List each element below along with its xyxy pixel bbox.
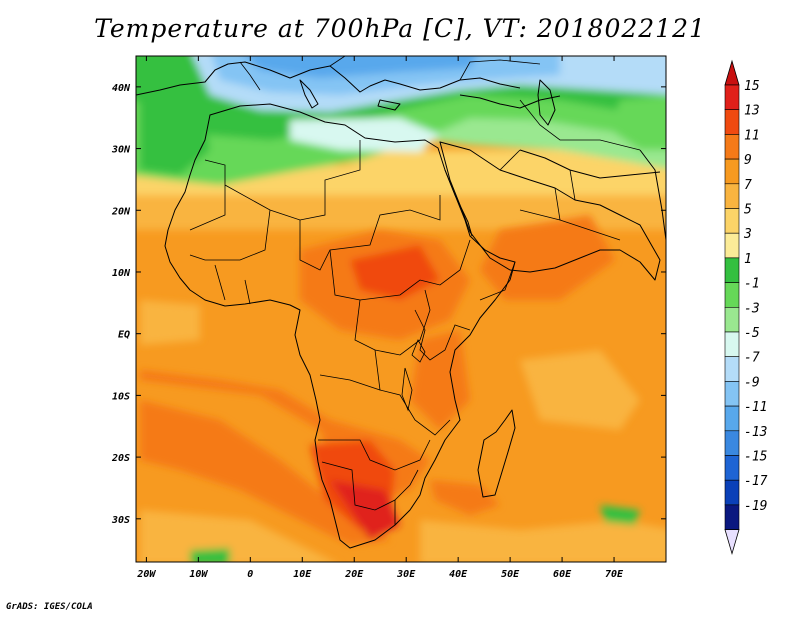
- lon-tick-label: 10E: [293, 569, 312, 580]
- colorbar-label: 11: [744, 128, 760, 143]
- colorbar-segment: [724, 158, 740, 185]
- colorbar-label: 7: [744, 178, 752, 193]
- colorbar-segment: [724, 479, 740, 506]
- colorbar-label: 9: [744, 153, 752, 168]
- colorbar-label: 5: [744, 203, 752, 218]
- lon-tick-label: 0: [247, 569, 253, 580]
- lon-tick-label: 30E: [396, 569, 416, 580]
- colorbar-segment: [724, 183, 740, 209]
- colorbar-label: -3: [744, 301, 760, 316]
- credit-label: GrADS: IGES/COLA: [6, 602, 93, 612]
- lat-tick-label: 40N: [112, 83, 131, 94]
- colorbar-label: 3: [743, 227, 752, 242]
- lat-tick-label: 10S: [112, 391, 130, 402]
- colorbar-label: -5: [744, 326, 760, 341]
- colorbar-bottom-arrow: [724, 529, 740, 556]
- colorbar-label: 15: [744, 79, 760, 94]
- colorbar-segment: [724, 430, 740, 456]
- colorbar-top-arrow: [724, 59, 740, 86]
- lat-tick-label: 20S: [111, 453, 130, 464]
- colorbar-segment: [724, 134, 740, 160]
- lon-tick-label: 60E: [553, 569, 572, 580]
- colorbar-label: -17: [744, 474, 768, 489]
- temperature-field: [136, 56, 666, 562]
- lat-tick-label: 10N: [112, 268, 131, 279]
- colorbar-segment: [724, 356, 740, 382]
- lon-tick-label: 40E: [449, 569, 468, 580]
- latitude-axis: 40N 30N 20N 10N EQ 10S 20S 30S: [111, 83, 666, 526]
- colorbar: 15 13 11 9 7 5 3 1 -1 -3 -5 -7 -9 -11 -13 -15 -17 -19: [724, 59, 768, 556]
- colorbar-label: -11: [744, 400, 767, 415]
- colorbar-segment: [724, 455, 740, 481]
- colorbar-label: -1: [744, 277, 760, 292]
- plot-frame: [135, 55, 667, 563]
- lat-tick-label: 30S: [111, 515, 130, 526]
- colorbar-segment: [724, 109, 740, 135]
- lon-tick-label: 50E: [501, 569, 520, 580]
- lon-tick-label: 20W: [136, 569, 156, 580]
- lon-tick-label: 10W: [189, 569, 208, 580]
- lon-tick-label: 70E: [605, 569, 624, 580]
- colorbar-label: 13: [744, 104, 760, 119]
- colorbar-segment: [724, 504, 740, 530]
- colorbar-label: -7: [744, 351, 760, 366]
- longitude-axis: 20W 10W 0 10E 20E 30E 40E 50E 60E 70E: [136, 56, 624, 580]
- colorbar-segment: [724, 257, 740, 283]
- colorbar-segment: [724, 306, 740, 333]
- lat-tick-label: 30N: [111, 145, 131, 156]
- colorbar-label: -13: [744, 425, 767, 440]
- lat-tick-label: EQ: [118, 330, 130, 341]
- colorbar-segment: [724, 282, 740, 308]
- colorbar-segment: [724, 232, 740, 259]
- colorbar-label: -19: [744, 499, 767, 514]
- colorbar-segment: [724, 84, 740, 111]
- colorbar-segment: [724, 405, 740, 432]
- colorbar-label: -9: [744, 375, 760, 390]
- colorbar-segment: [724, 381, 740, 407]
- colorbar-label: -15: [744, 450, 768, 465]
- lat-tick-label: 20N: [111, 206, 131, 217]
- colorbar-label: 1: [744, 252, 752, 267]
- colorbar-segment: [724, 208, 740, 234]
- country-borders: [189, 56, 641, 525]
- chart-title: Temperature at 700hPa [C], VT: 201802212…: [94, 14, 706, 43]
- colorbar-segment: [724, 331, 740, 358]
- lon-tick-label: 20E: [344, 569, 364, 580]
